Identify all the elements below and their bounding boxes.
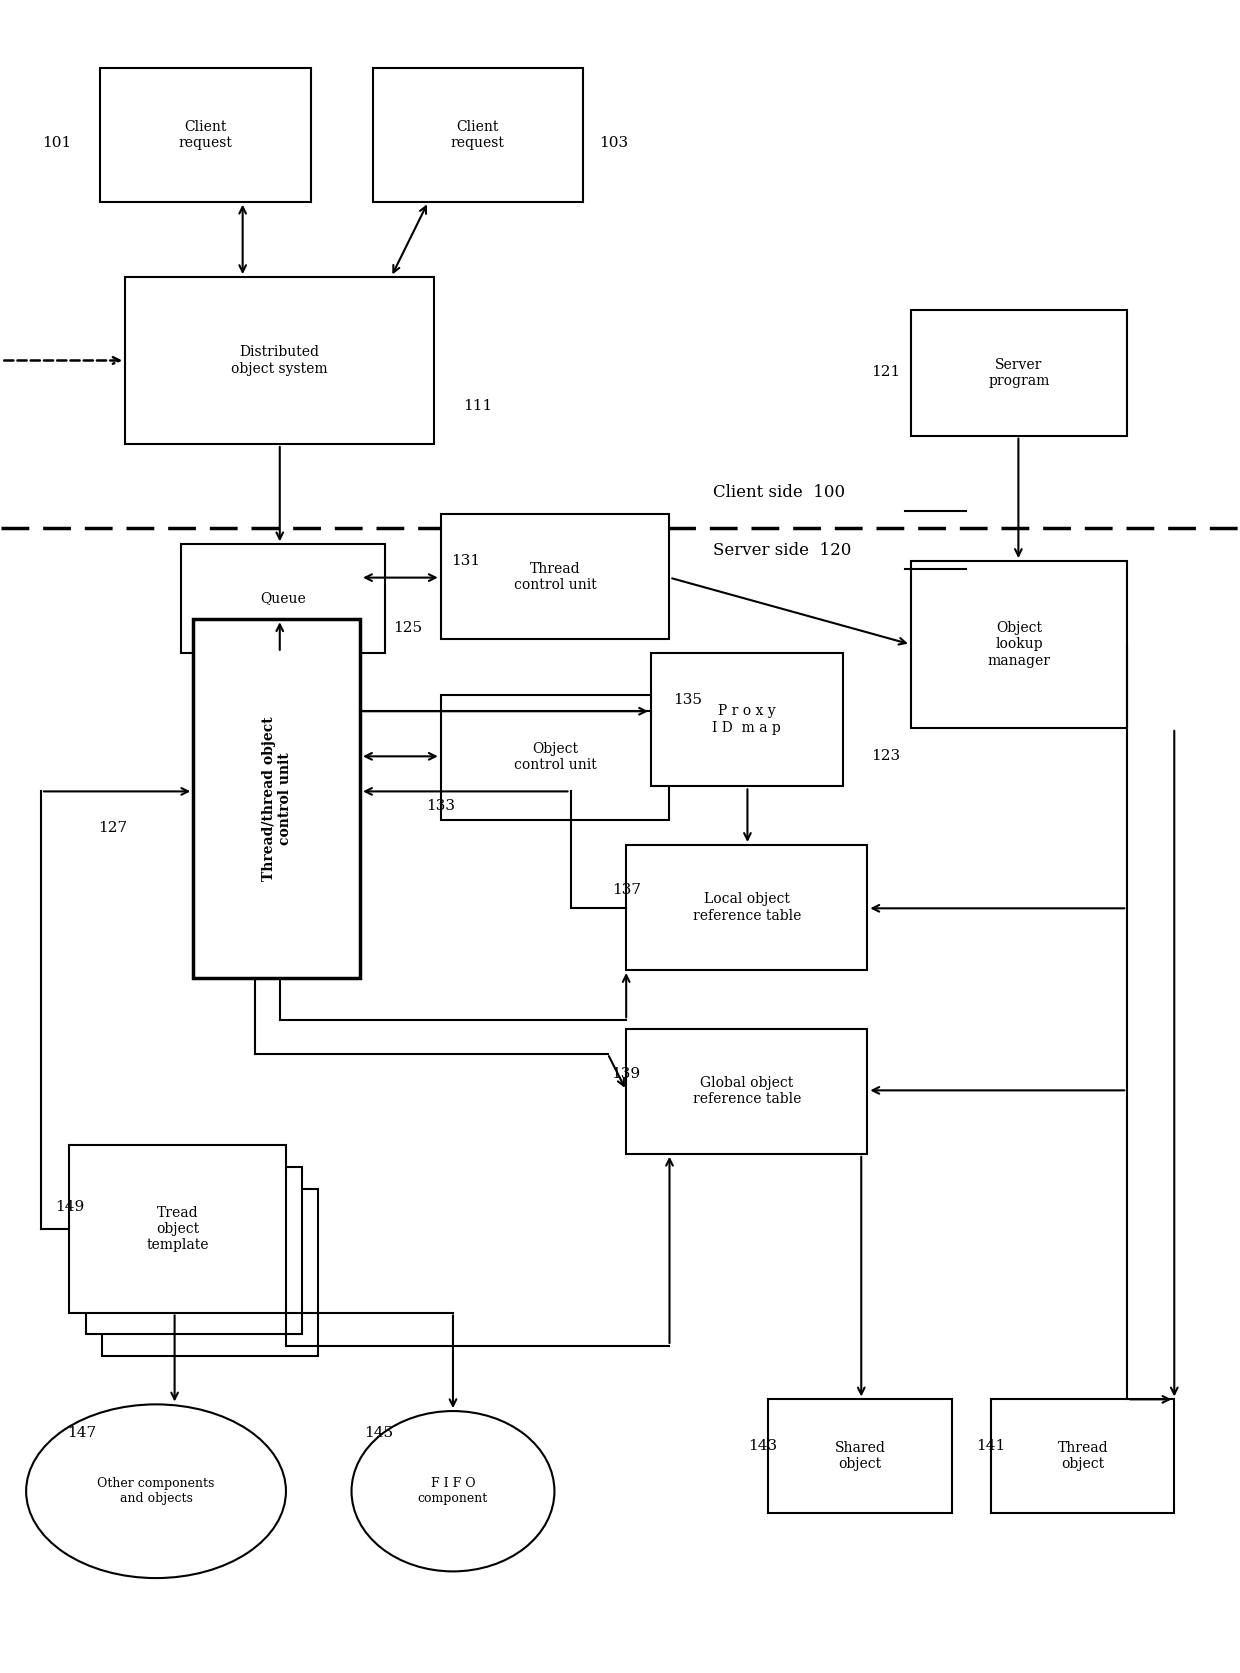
Text: 143: 143: [748, 1439, 776, 1454]
Text: 147: 147: [67, 1425, 97, 1440]
Text: Client
request: Client request: [179, 120, 232, 151]
FancyBboxPatch shape: [626, 845, 868, 970]
FancyBboxPatch shape: [769, 1399, 951, 1512]
Text: 149: 149: [55, 1200, 84, 1215]
FancyBboxPatch shape: [69, 1146, 286, 1313]
Text: Distributed
object system: Distributed object system: [232, 345, 329, 375]
FancyBboxPatch shape: [102, 1190, 319, 1355]
FancyBboxPatch shape: [193, 619, 360, 979]
Text: Local object
reference table: Local object reference table: [693, 892, 801, 922]
Text: Other components
and objects: Other components and objects: [98, 1477, 215, 1506]
Text: Server
program: Server program: [988, 358, 1050, 388]
FancyBboxPatch shape: [626, 1029, 868, 1154]
Text: 135: 135: [673, 693, 703, 706]
Text: Tread
object
template: Tread object template: [146, 1206, 210, 1251]
Text: 103: 103: [599, 137, 629, 151]
Text: Client
request: Client request: [451, 120, 505, 151]
Text: 111: 111: [463, 398, 492, 413]
FancyBboxPatch shape: [651, 652, 843, 786]
FancyBboxPatch shape: [100, 69, 311, 202]
Text: 141: 141: [977, 1439, 1006, 1454]
FancyBboxPatch shape: [910, 311, 1127, 435]
FancyBboxPatch shape: [125, 278, 434, 443]
FancyBboxPatch shape: [372, 69, 583, 202]
Text: 121: 121: [872, 365, 900, 380]
Text: Shared
object: Shared object: [835, 1440, 885, 1471]
Text: Queue: Queue: [260, 592, 306, 606]
FancyBboxPatch shape: [181, 544, 384, 652]
Text: Global object
reference table: Global object reference table: [693, 1076, 801, 1106]
Text: 125: 125: [393, 621, 422, 634]
Text: Server side  120: Server side 120: [713, 542, 851, 559]
Text: Thread
object: Thread object: [1058, 1440, 1109, 1471]
Text: Thread/thread object
control unit: Thread/thread object control unit: [262, 716, 291, 882]
Text: Client side  100: Client side 100: [713, 483, 844, 500]
Text: 123: 123: [872, 750, 900, 763]
FancyBboxPatch shape: [440, 694, 670, 820]
FancyBboxPatch shape: [991, 1399, 1174, 1512]
Text: P r o x y
I D  m a p: P r o x y I D m a p: [713, 704, 781, 734]
Text: Thread
control unit: Thread control unit: [513, 562, 596, 592]
Text: Object
lookup
manager: Object lookup manager: [987, 621, 1050, 668]
Text: 127: 127: [98, 821, 128, 835]
Text: 139: 139: [611, 1067, 641, 1081]
Ellipse shape: [351, 1410, 554, 1571]
Text: 101: 101: [42, 137, 72, 151]
Text: 131: 131: [451, 554, 480, 567]
Text: F I F O
component: F I F O component: [418, 1477, 489, 1506]
FancyBboxPatch shape: [910, 560, 1127, 728]
Text: 145: 145: [365, 1425, 393, 1440]
Text: Object
control unit: Object control unit: [513, 743, 596, 773]
FancyBboxPatch shape: [440, 514, 670, 639]
Text: 133: 133: [427, 800, 455, 813]
FancyBboxPatch shape: [86, 1168, 303, 1335]
Ellipse shape: [26, 1404, 286, 1578]
Text: 137: 137: [611, 883, 641, 897]
